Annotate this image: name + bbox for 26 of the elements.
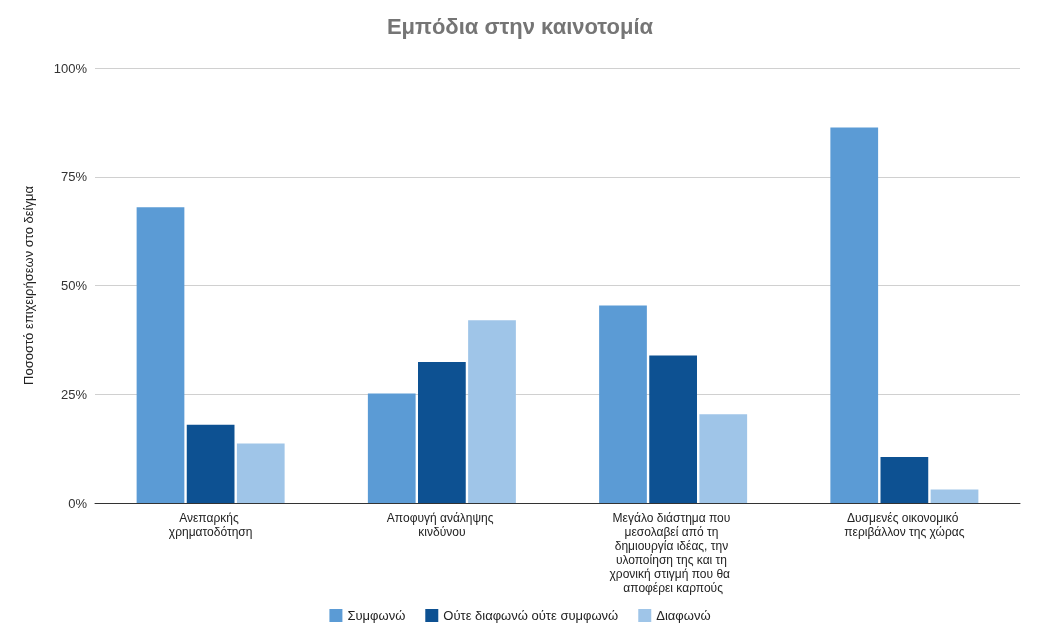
y-tick-label: 0% bbox=[68, 495, 88, 511]
x-tick-label: Ανεπαρκής χρηματοδότηση bbox=[168, 511, 253, 539]
y-tick-label: 75% bbox=[60, 169, 88, 185]
x-tick-label: Αποφυγή ανάληψης κινδύνου bbox=[386, 511, 497, 539]
y-tick-label: 100% bbox=[53, 60, 88, 76]
x-tick-label: Δυσμενές οικονομικό περιβάλλον της χώρας bbox=[844, 511, 965, 539]
bar bbox=[236, 443, 285, 503]
bar bbox=[136, 207, 185, 503]
legend-label: Συμφωνώ bbox=[347, 608, 406, 623]
chart-title: Εμπόδια στην καινοτομία bbox=[386, 13, 654, 39]
y-tick-label: 50% bbox=[60, 278, 88, 293]
bar bbox=[830, 127, 879, 503]
bar bbox=[367, 393, 416, 503]
y-tick-label: 25% bbox=[60, 386, 88, 402]
bar bbox=[649, 355, 697, 503]
bar bbox=[699, 414, 748, 503]
bar bbox=[418, 362, 466, 503]
bar bbox=[930, 489, 979, 503]
bar bbox=[599, 305, 647, 503]
legend-label: Ούτε διαφωνώ ούτε συμφωνώ bbox=[443, 608, 619, 623]
y-axis-title: Ποσοστό επιχειρήσεων στο δείγμα bbox=[21, 185, 36, 385]
bar bbox=[880, 456, 929, 503]
bar bbox=[186, 424, 235, 503]
bar bbox=[468, 320, 516, 503]
x-tick-label: Μεγάλο διάστημα που μεσολαβεί από τη δημιουργία ιδέας, την υλοποίηση της και τη χρονική στιγμή που θα αποφέρει καρπούς bbox=[609, 511, 737, 595]
legend-label: Διαφωνώ bbox=[656, 608, 711, 623]
